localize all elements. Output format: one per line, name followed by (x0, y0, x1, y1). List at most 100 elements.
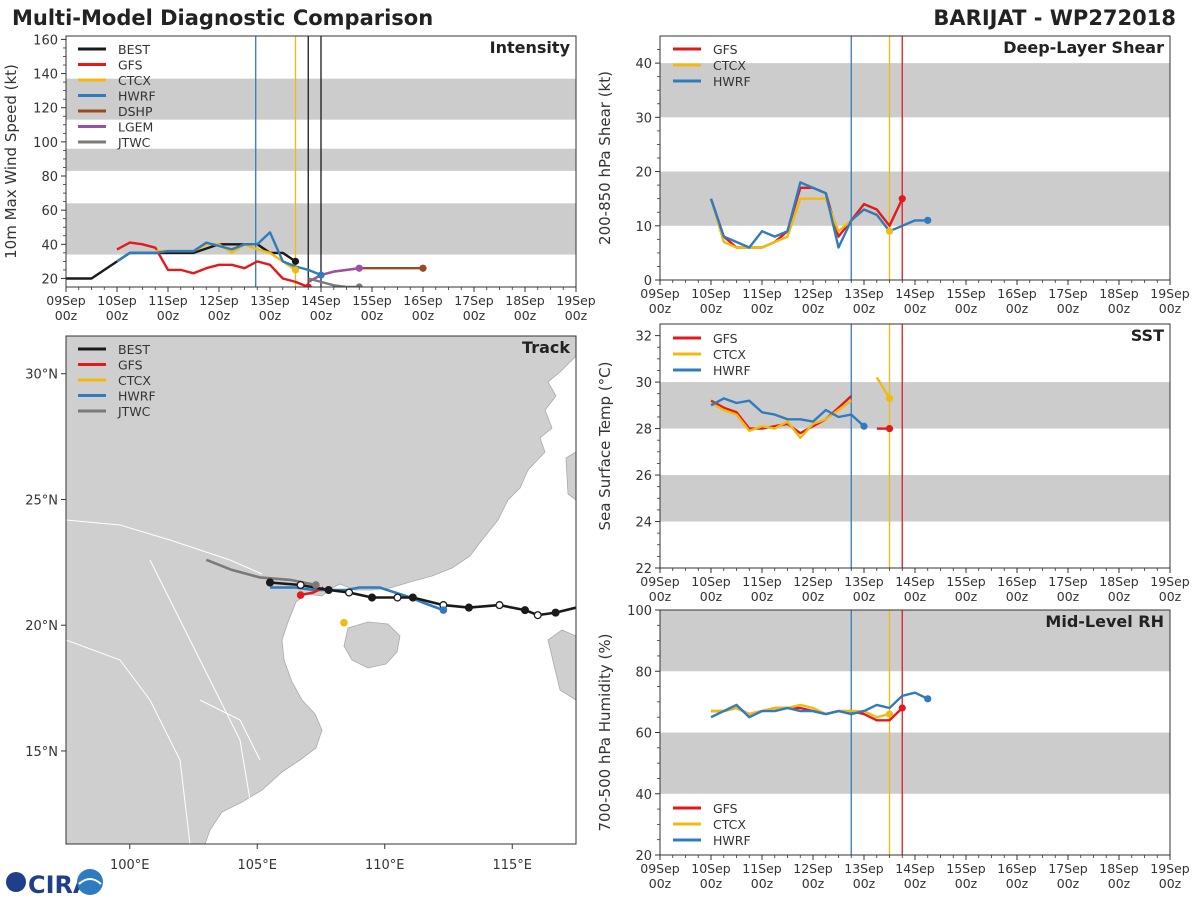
y-axis-label: 700-500 hPa Humidity (%) (596, 633, 614, 831)
series-endpoint-hwrf (860, 422, 868, 430)
x-tick-day-label: 17Sep (1048, 574, 1088, 589)
x-tick-day-label: 13Sep (844, 574, 884, 589)
lon-tick-label: 115°E (492, 858, 532, 873)
x-tick-hour-label: 00z (649, 876, 672, 891)
x-tick-day-label: 19Sep (1150, 286, 1190, 301)
logo-wave-stroke (78, 878, 102, 885)
plot-frame (659, 609, 1171, 856)
x-tick-hour-label: 00z (1159, 589, 1182, 604)
x-tick-day-label: 14Sep (301, 293, 341, 308)
x-tick-hour-label: 00z (412, 308, 435, 323)
x-tick-hour-label: 00z (853, 589, 876, 604)
series-line-dshp (307, 267, 423, 283)
x-tick-day-label: 09Sep (640, 286, 680, 301)
x-tick-day-label: 18Sep (1099, 574, 1139, 589)
series-endpoint-ctcx (885, 227, 894, 235)
gray-band (660, 63, 1170, 118)
x-tick-day-label: 18Sep (1099, 861, 1139, 876)
map-layer (66, 336, 576, 844)
x-tick-hour-label: 00z (700, 589, 723, 604)
best-track-marker (533, 611, 542, 620)
x-tick-day-label: 19Sep (1150, 574, 1190, 589)
legend-label-best: BEST (118, 42, 150, 57)
legend-label-ctcx: CTCX (118, 73, 151, 88)
x-tick-day-label: 16Sep (997, 861, 1037, 876)
y-tick-label: 40 (635, 788, 652, 803)
track-endpoint-hwrf (439, 606, 448, 614)
gray-band (660, 610, 1170, 672)
series-endpoint-ctcx (291, 266, 300, 274)
y-tick-label: 20 (635, 849, 652, 864)
x-tick-hour-label: 00z (649, 589, 672, 604)
lon-tick-label: 110°E (365, 858, 405, 873)
y-tick-label: 24 (635, 516, 652, 531)
lat-tick-label: 25°N (25, 493, 58, 508)
x-tick-day-label: 14Sep (895, 574, 935, 589)
x-tick-hour-label: 00z (463, 308, 486, 323)
x-tick-hour-label: 00z (1108, 589, 1131, 604)
gray-band (660, 382, 1170, 429)
x-tick-hour-label: 00z (55, 308, 78, 323)
series-line-jtwc (307, 277, 360, 287)
best-track-marker (551, 608, 560, 617)
x-tick-hour-label: 00z (802, 301, 825, 316)
legend-label-lgem: LGEM (118, 120, 153, 135)
x-tick-hour-label: 00z (106, 308, 129, 323)
legend-label-ctcx: CTCX (713, 347, 746, 362)
x-tick-hour-label: 00z (853, 301, 876, 316)
x-tick-day-label: 10Sep (97, 293, 137, 308)
y-axis-label: 10m Max Wind Speed (kt) (2, 64, 20, 259)
land-taiwan (565, 451, 576, 501)
x-tick-day-label: 10Sep (691, 286, 731, 301)
y-tick-label: 40 (635, 57, 652, 72)
lat-tick-label: 30°N (25, 368, 58, 383)
legend-label-dshp: DSHP (118, 104, 153, 119)
y-axis-label: Sea Surface Temp (°C) (596, 361, 614, 530)
y-tick-label: 32 (635, 330, 652, 345)
x-tick-hour-label: 00z (208, 308, 231, 323)
x-tick-day-label: 09Sep (640, 861, 680, 876)
lon-tick-label: 105°E (237, 858, 277, 873)
land-luzon (547, 629, 576, 701)
x-tick-day-label: 15Sep (946, 574, 986, 589)
cira-logo: CIRA (6, 869, 103, 899)
x-tick-hour-label: 00z (904, 589, 927, 604)
x-tick-hour-label: 00z (514, 308, 537, 323)
gray-band (660, 475, 1170, 522)
series-endpoint-gfs (304, 283, 312, 287)
panel-title: Track (522, 338, 570, 357)
panel-title: Intensity (490, 38, 571, 57)
x-tick-hour-label: 00z (751, 589, 774, 604)
legend-label-best: BEST (118, 342, 150, 357)
track-endpoint-ctcx (340, 618, 348, 627)
track-endpoint-jtwc (312, 581, 320, 589)
series-endpoint-dshp (419, 264, 427, 272)
x-tick-hour-label: 00z (904, 301, 927, 316)
x-tick-hour-label: 00z (700, 876, 723, 891)
x-tick-day-label: 10Sep (691, 574, 731, 589)
x-tick-hour-label: 00z (361, 308, 384, 323)
x-tick-hour-label: 00z (853, 876, 876, 891)
legend-label-gfs: GFS (713, 42, 738, 57)
series-line-hwrf (710, 397, 865, 428)
legend-label-jtwc: JTWC (117, 404, 151, 419)
intensity-panel: 2040608010012014016009Sep00z10Sep00z11Se… (2, 33, 596, 323)
y-tick-label: 30 (635, 111, 652, 126)
gray-band (660, 732, 1170, 794)
x-tick-day-label: 15Sep (946, 286, 986, 301)
storm-id: BARIJAT - WP272018 (933, 6, 1176, 30)
x-tick-day-label: 12Sep (793, 286, 833, 301)
series-endpoint-jtwc (355, 283, 363, 287)
x-tick-hour-label: 00z (751, 876, 774, 891)
x-tick-day-label: 18Sep (505, 293, 545, 308)
x-tick-hour-label: 00z (700, 301, 723, 316)
x-tick-hour-label: 00z (1108, 876, 1131, 891)
x-tick-hour-label: 00z (1057, 301, 1080, 316)
series-endpoint-gfs (898, 195, 906, 203)
best-track-marker (296, 580, 305, 590)
legend-label-gfs: GFS (118, 58, 143, 73)
series-endpoint-hwrf (317, 271, 325, 279)
panel-title: Mid-Level RH (1045, 612, 1164, 631)
x-tick-hour-label: 00z (802, 876, 825, 891)
x-tick-day-label: 12Sep (793, 574, 833, 589)
